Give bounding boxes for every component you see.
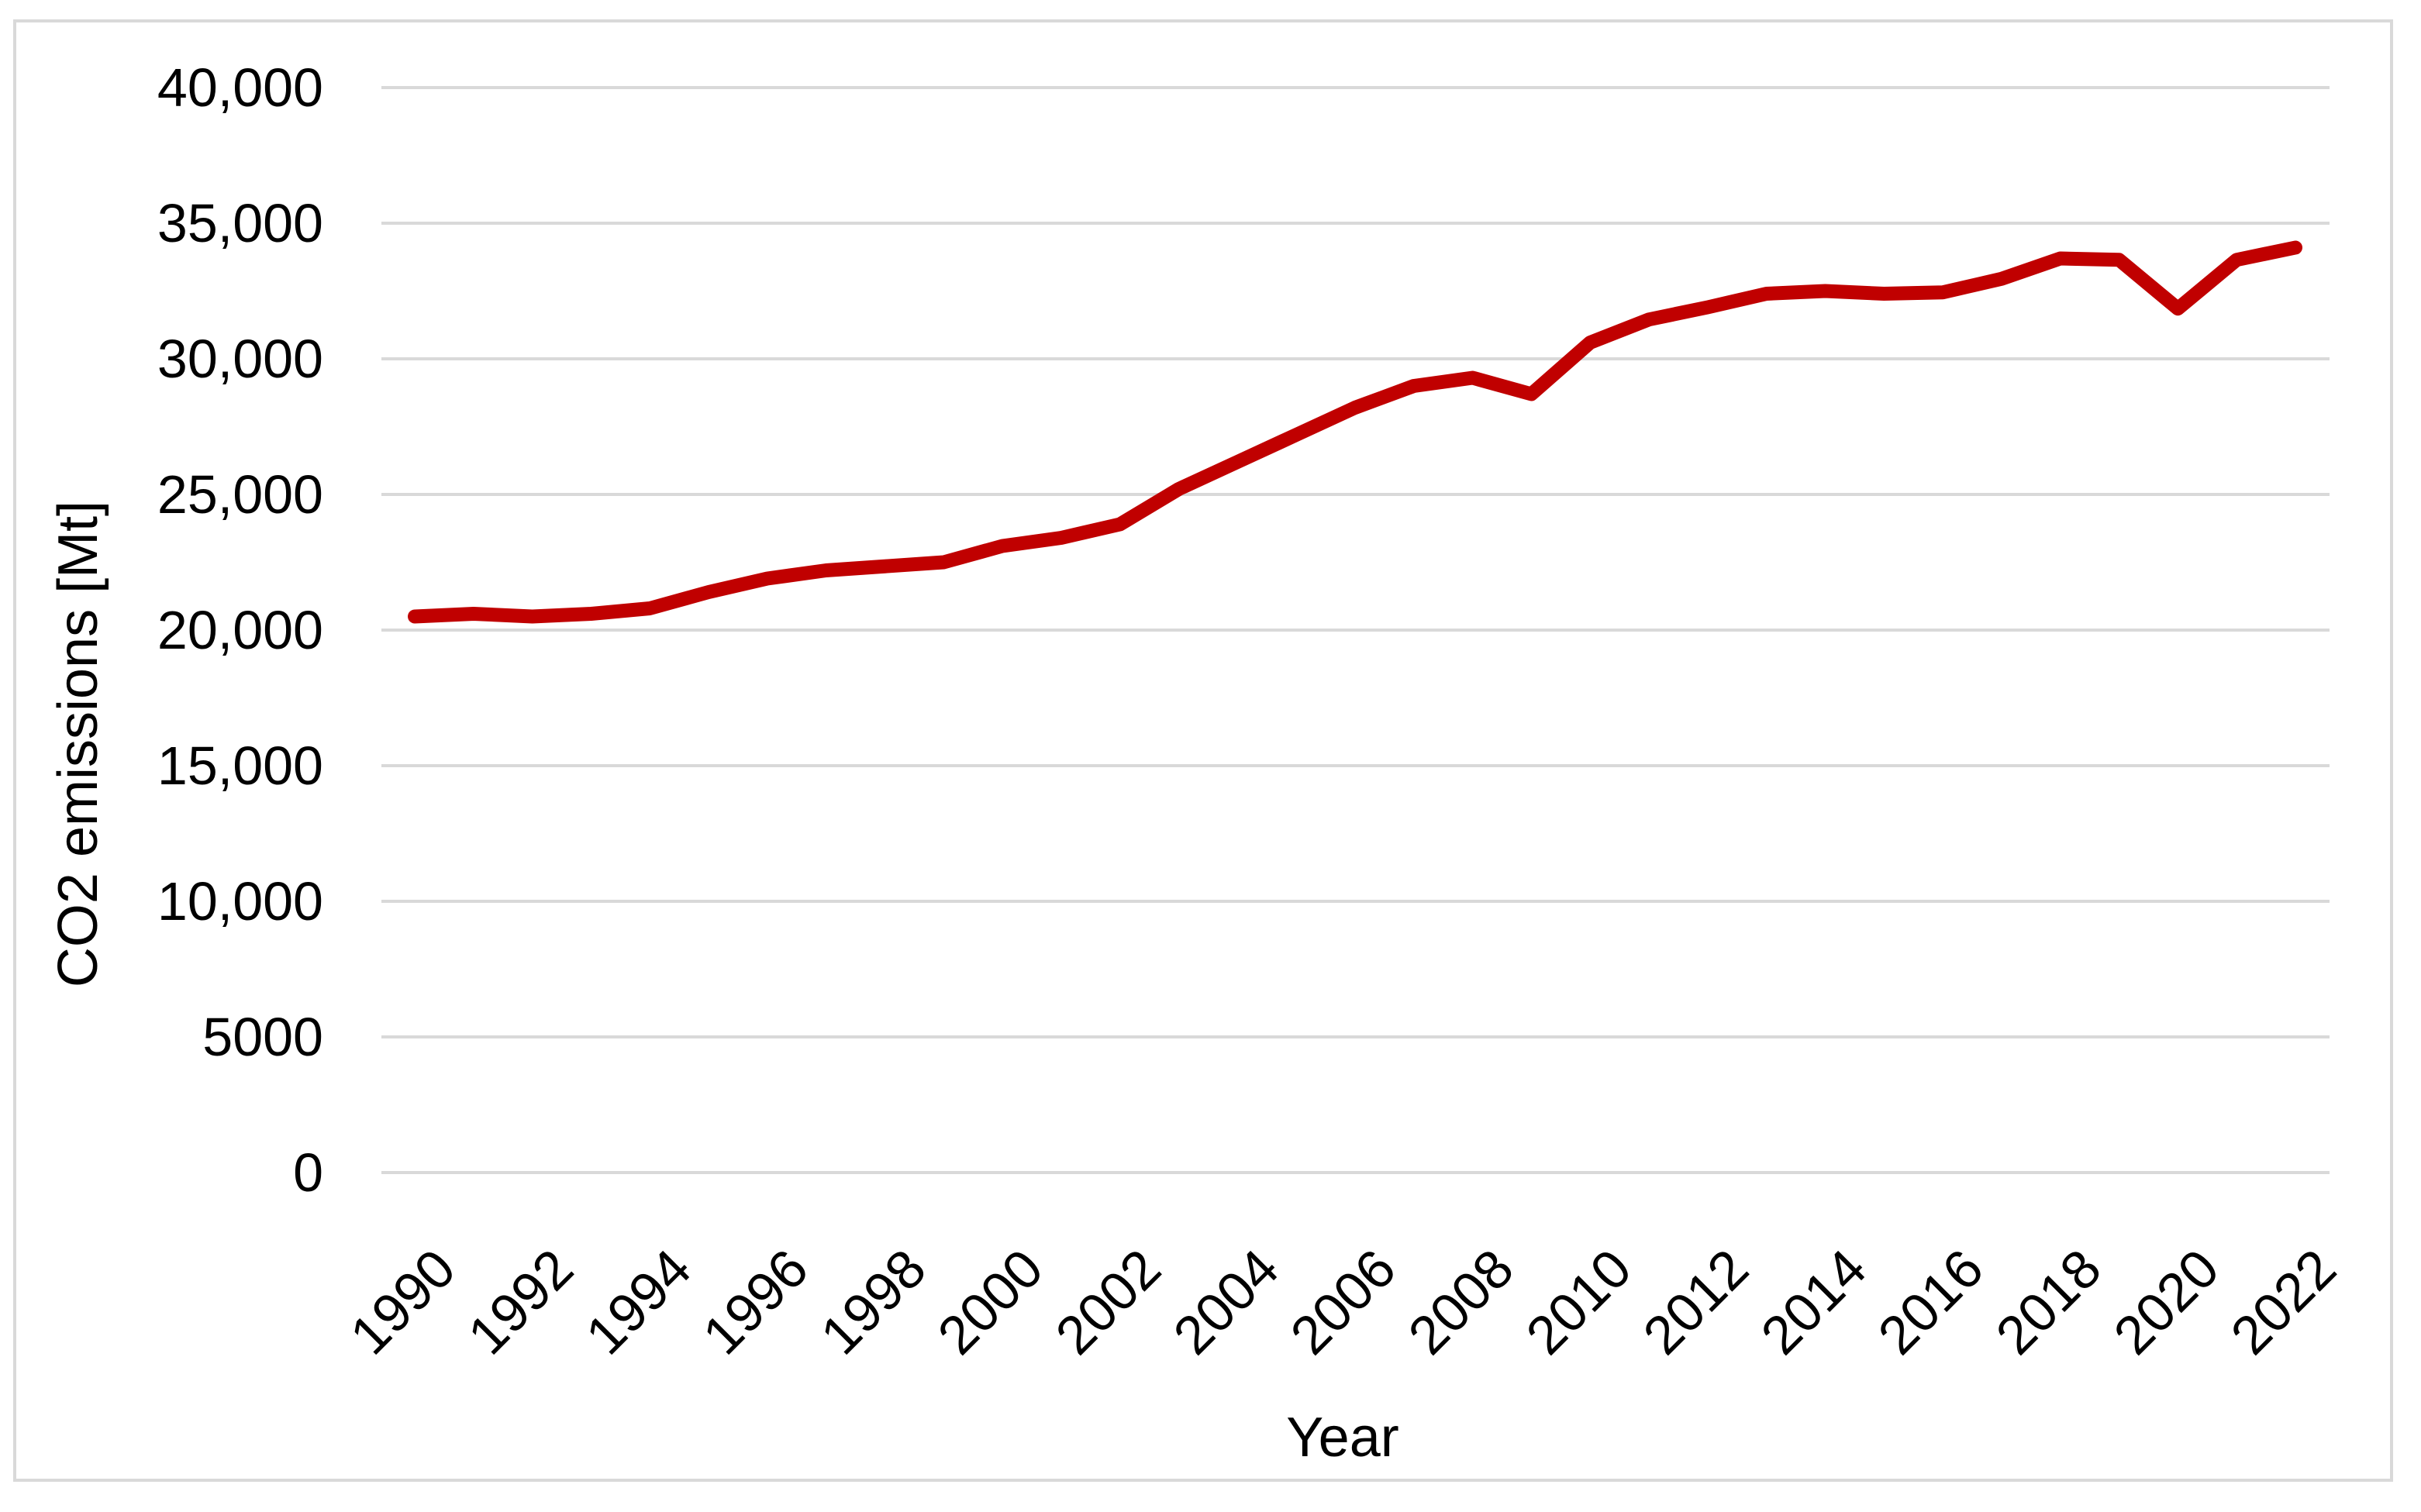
y-tick-label: 15,000 <box>157 735 323 796</box>
y-tick-label: 10,000 <box>157 871 323 932</box>
y-tick-label: 0 <box>293 1142 323 1203</box>
y-axis-title: CO2 emissions [Mt] <box>47 500 109 988</box>
y-tick-label: 35,000 <box>157 193 323 253</box>
chart-border-frame <box>13 19 2393 1482</box>
co2-emissions-line <box>408 240 2302 624</box>
y-tick-label: 5000 <box>202 1007 323 1067</box>
y-tick-label: 30,000 <box>157 329 323 389</box>
y-tick-label: 20,000 <box>157 600 323 660</box>
gridlines <box>381 86 2330 1174</box>
y-tick-label: 40,000 <box>157 57 323 118</box>
y-tick-label: 25,000 <box>157 464 323 525</box>
x-axis-title: Year <box>1286 1407 1399 1469</box>
